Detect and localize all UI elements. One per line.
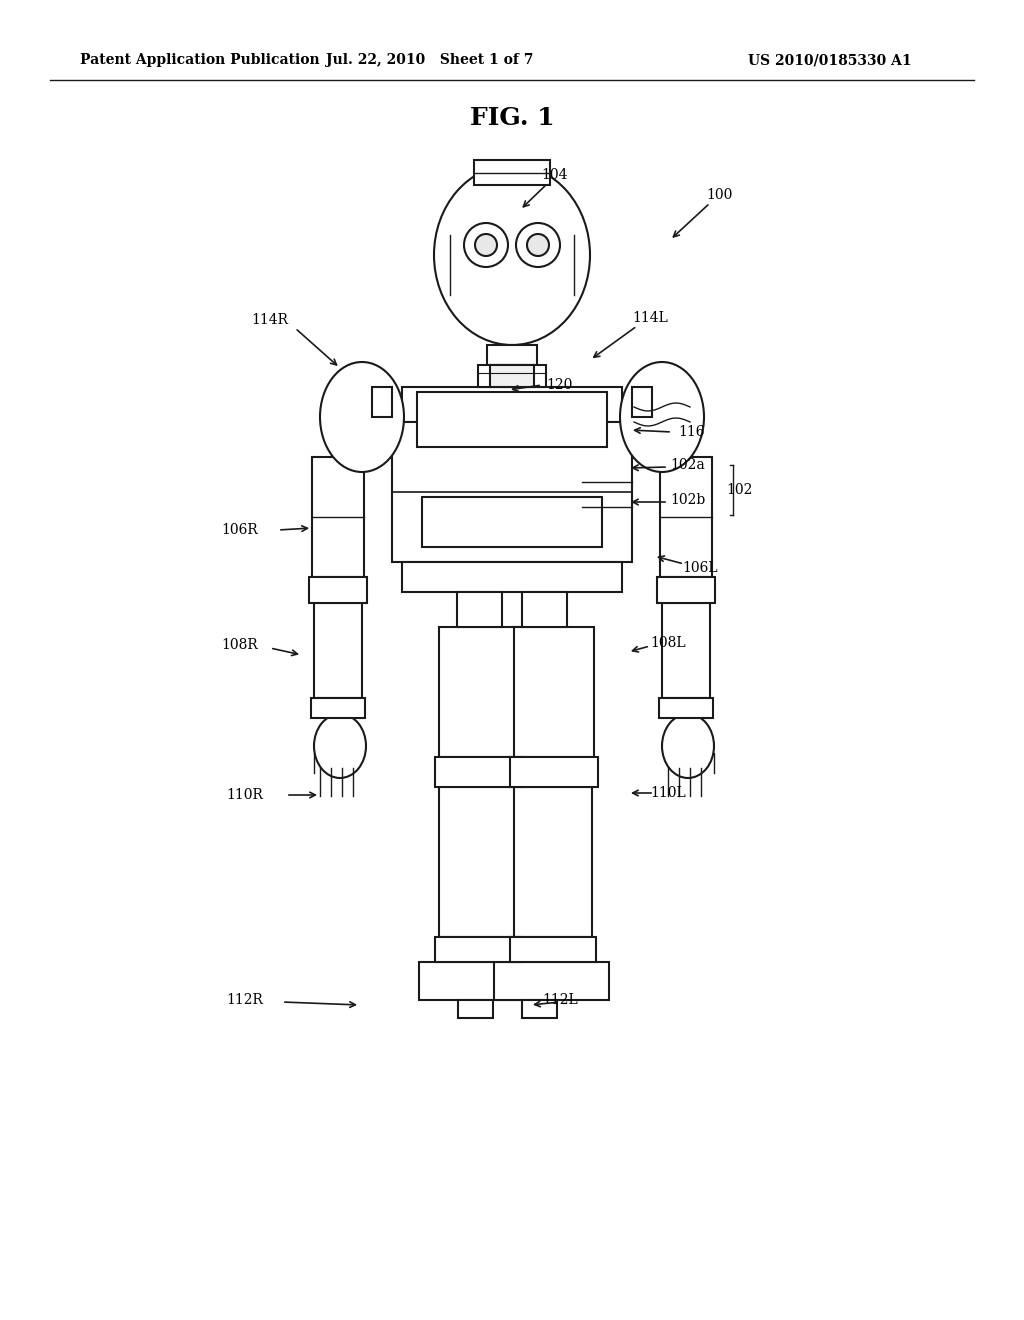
- Text: 104: 104: [542, 168, 568, 182]
- Text: 100: 100: [707, 187, 733, 202]
- Text: 106R: 106R: [221, 523, 258, 537]
- Bar: [439, 787, 517, 937]
- Circle shape: [464, 223, 508, 267]
- Text: 106L: 106L: [682, 561, 718, 576]
- Text: 116: 116: [679, 425, 706, 440]
- Bar: [522, 1001, 557, 1018]
- Text: 102: 102: [727, 483, 754, 498]
- Bar: [435, 756, 523, 787]
- Text: 112L: 112L: [542, 993, 578, 1007]
- Bar: [458, 1001, 493, 1018]
- Text: 110L: 110L: [650, 785, 686, 800]
- Bar: [510, 937, 596, 962]
- Bar: [309, 577, 367, 603]
- Bar: [419, 962, 534, 1001]
- Circle shape: [475, 234, 497, 256]
- Bar: [522, 591, 567, 627]
- Text: US 2010/0185330 A1: US 2010/0185330 A1: [749, 53, 911, 67]
- Ellipse shape: [662, 714, 714, 777]
- Bar: [510, 756, 598, 787]
- Bar: [478, 366, 546, 387]
- Bar: [312, 457, 364, 577]
- Text: Patent Application Publication: Patent Application Publication: [80, 53, 319, 67]
- Bar: [422, 498, 602, 546]
- Text: 120: 120: [547, 378, 573, 392]
- Text: FIG. 1: FIG. 1: [470, 106, 554, 129]
- Bar: [314, 603, 362, 698]
- Bar: [487, 345, 537, 366]
- Ellipse shape: [620, 362, 705, 473]
- Bar: [474, 160, 550, 185]
- Text: 108R: 108R: [221, 638, 258, 652]
- Bar: [659, 698, 713, 718]
- Bar: [402, 562, 622, 591]
- Bar: [392, 422, 632, 562]
- Text: 114L: 114L: [632, 312, 668, 325]
- Bar: [514, 627, 594, 756]
- Ellipse shape: [319, 362, 404, 473]
- Bar: [662, 603, 710, 698]
- Text: 110R: 110R: [226, 788, 263, 803]
- Text: 102b: 102b: [671, 492, 706, 507]
- Bar: [657, 577, 715, 603]
- Bar: [457, 591, 502, 627]
- Bar: [660, 457, 712, 577]
- Bar: [490, 366, 534, 387]
- Bar: [514, 787, 592, 937]
- Bar: [372, 387, 392, 417]
- Bar: [417, 392, 607, 447]
- Bar: [494, 962, 609, 1001]
- Bar: [435, 937, 521, 962]
- Circle shape: [527, 234, 549, 256]
- Text: 112R: 112R: [226, 993, 263, 1007]
- Text: 102a: 102a: [671, 458, 706, 473]
- Ellipse shape: [314, 714, 366, 777]
- Text: 114R: 114R: [252, 313, 289, 327]
- Bar: [311, 698, 365, 718]
- Bar: [632, 387, 652, 417]
- Circle shape: [516, 223, 560, 267]
- Bar: [402, 387, 622, 422]
- Text: 108L: 108L: [650, 636, 686, 649]
- Bar: [439, 627, 519, 756]
- Ellipse shape: [434, 165, 590, 345]
- Text: Jul. 22, 2010   Sheet 1 of 7: Jul. 22, 2010 Sheet 1 of 7: [327, 53, 534, 67]
